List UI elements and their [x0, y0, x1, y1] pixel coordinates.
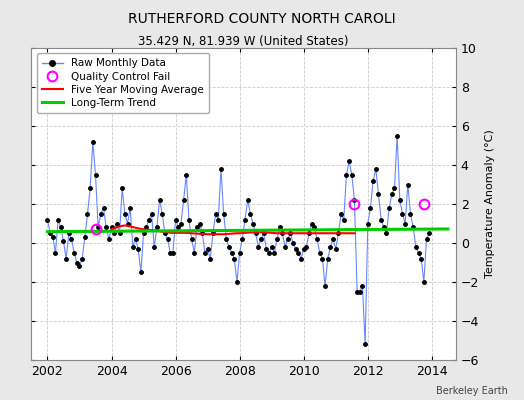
Text: Berkeley Earth: Berkeley Earth [436, 386, 508, 396]
Y-axis label: Temperature Anomaly (°C): Temperature Anomaly (°C) [485, 130, 495, 278]
Legend: Raw Monthly Data, Quality Control Fail, Five Year Moving Average, Long-Term Tren: Raw Monthly Data, Quality Control Fail, … [37, 53, 209, 113]
Text: RUTHERFORD COUNTY NORTH CAROLI: RUTHERFORD COUNTY NORTH CAROLI [128, 12, 396, 26]
Title: 35.429 N, 81.939 W (United States): 35.429 N, 81.939 W (United States) [138, 35, 349, 48]
